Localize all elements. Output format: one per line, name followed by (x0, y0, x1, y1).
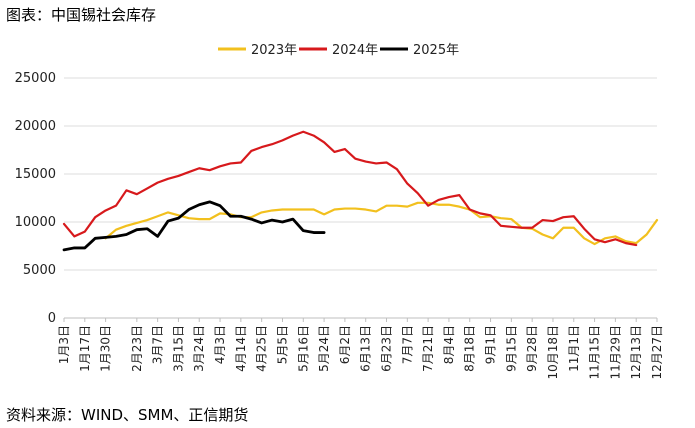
source-note: 资料来源：WIND、SMM、正信期货 (6, 406, 249, 424)
x-tick-label: 5月5日 (275, 325, 289, 364)
chart-legend: 2023年 2024年 2025年 (218, 43, 459, 58)
x-tick-label: 1月17日 (78, 325, 92, 372)
x-tick-label: 9月28日 (525, 325, 539, 372)
series-lines (62, 130, 659, 252)
x-tick-label: 11月1日 (567, 325, 581, 372)
x-tick-label: 11月29日 (608, 325, 622, 380)
legend-label: 2023年 (251, 43, 297, 58)
x-axis: 1月3日 1月17日 1月30日 2月23日 3月7日 3月15日 3月24日 4月3日 4月1… (57, 318, 664, 380)
x-tick-label: 3月15日 (171, 325, 185, 372)
x-tick-label: 4月14日 (234, 325, 248, 372)
y-tick-label: 25000 (15, 71, 56, 86)
x-tick-label: 2月23日 (130, 325, 144, 372)
x-tick-label: 9月1日 (484, 325, 498, 364)
series-line-1 (62, 130, 638, 247)
y-tick-label: 5000 (23, 263, 56, 278)
series-line-2 (62, 200, 326, 252)
x-tick-label: 6月2日 (338, 325, 352, 364)
legend-item-2: 2025年 (380, 43, 459, 58)
series-line-0 (104, 201, 659, 246)
legend-label: 2024年 (332, 43, 378, 58)
x-tick-label: 5月24日 (317, 325, 331, 372)
x-tick-label: 3月7日 (151, 325, 165, 364)
x-tick-label: 12月13日 (629, 325, 643, 380)
page-title: 图表：中国锡社会库存 (6, 6, 157, 24)
x-tick-label: 6月23日 (380, 325, 394, 372)
legend-label: 2025年 (413, 43, 459, 58)
y-tick-label: 10000 (15, 215, 56, 230)
x-tick-label: 7月21日 (421, 325, 435, 372)
x-tick-label: 7月7日 (400, 325, 414, 364)
legend-item-1: 2024年 (299, 43, 378, 58)
legend-item-0: 2023年 (218, 43, 297, 58)
x-tick-label: 8月4日 (442, 325, 456, 364)
y-tick-label: 20000 (15, 119, 56, 134)
x-tick-label: 11月15日 (588, 325, 602, 380)
y-tick-label: 0 (48, 311, 56, 326)
x-tick-label: 4月25日 (255, 325, 269, 372)
y-tick-label: 15000 (15, 167, 56, 182)
x-tick-label: 1月30日 (99, 325, 113, 372)
x-tick-label: 4月3日 (213, 325, 227, 364)
x-tick-label: 1月3日 (57, 325, 71, 364)
x-tick-label: 5月16日 (296, 325, 310, 372)
x-tick-label: 3月24日 (192, 325, 206, 372)
x-tick-label: 8月18日 (463, 325, 477, 372)
y-axis: 0 5000 10000 15000 20000 25000 (15, 71, 56, 326)
gridlines (64, 77, 657, 319)
x-tick-label: 6月13日 (359, 325, 373, 372)
x-tick-label: 12月27日 (650, 325, 664, 380)
x-tick-label: 10月18日 (546, 325, 560, 380)
x-tick-label: 9月15日 (504, 325, 518, 372)
